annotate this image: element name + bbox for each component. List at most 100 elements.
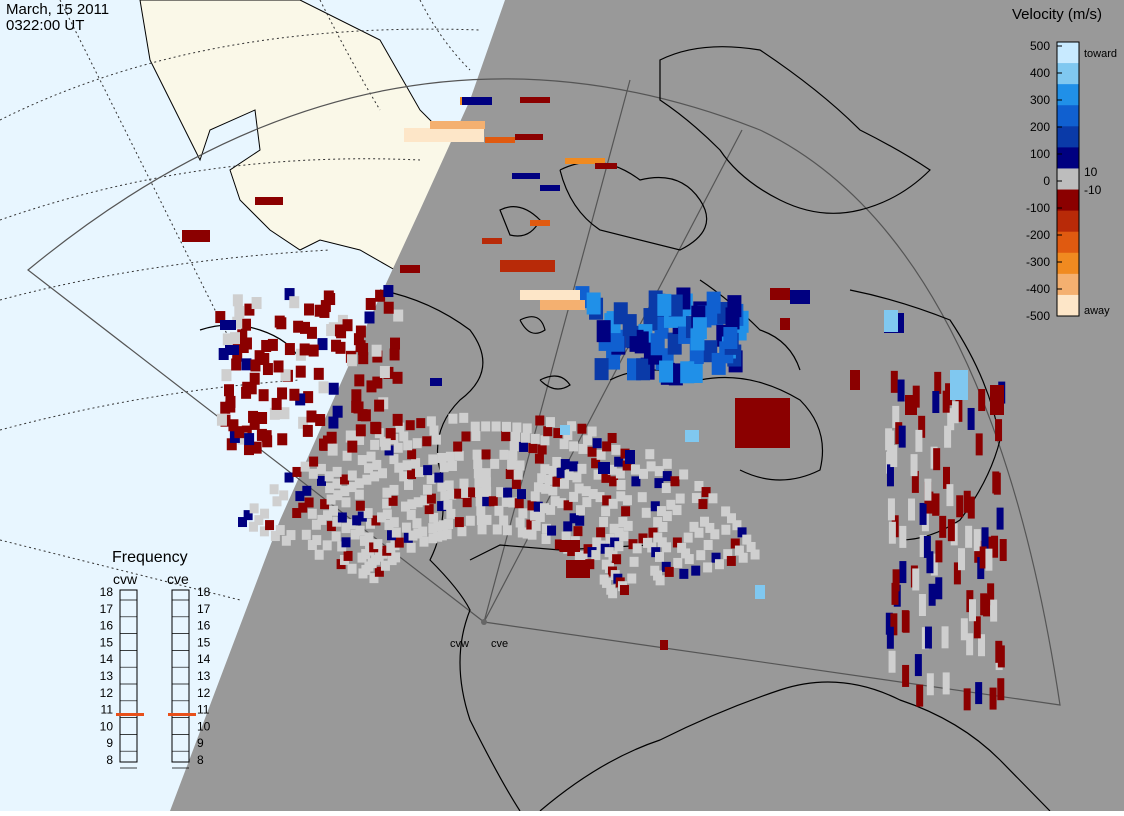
echo-cell bbox=[468, 487, 478, 498]
echo-cell bbox=[375, 289, 386, 302]
echo-cell bbox=[545, 417, 555, 428]
echo-cell bbox=[304, 303, 315, 316]
echo-cell bbox=[345, 430, 356, 443]
echo-cell bbox=[727, 295, 742, 318]
echo-cell bbox=[616, 479, 626, 490]
echo-cell bbox=[431, 434, 441, 445]
echo-cell bbox=[615, 468, 625, 479]
echo-cell bbox=[995, 419, 1003, 442]
echo-cell bbox=[347, 470, 357, 481]
echo-cell bbox=[228, 419, 239, 432]
echo-cell bbox=[530, 491, 540, 502]
freq-level-label: 16 bbox=[197, 619, 211, 633]
echo-cell bbox=[476, 505, 486, 516]
echo-cell bbox=[541, 483, 551, 494]
frequency-panel: cvw cve 18 18 17 17 16 16 15 15 14 14 13 13 12 12 11 11… bbox=[100, 571, 211, 769]
echo-cell bbox=[618, 517, 628, 528]
echo-cell bbox=[967, 496, 975, 519]
echo-cell bbox=[886, 451, 894, 474]
echo-cell bbox=[650, 501, 660, 512]
echo-cell bbox=[331, 531, 341, 542]
echo-cell bbox=[944, 425, 952, 448]
freq-level-label: 13 bbox=[100, 669, 114, 683]
echo-cell bbox=[985, 536, 993, 559]
echo-cell bbox=[323, 510, 333, 521]
echo-cell bbox=[317, 338, 328, 351]
echo-cell bbox=[978, 634, 986, 657]
echo-cell bbox=[261, 339, 272, 352]
freq-level-label: 8 bbox=[106, 753, 113, 767]
echo-cell bbox=[279, 490, 289, 501]
echo-cell bbox=[595, 492, 605, 503]
echo-cell bbox=[259, 352, 270, 365]
echo-cell bbox=[250, 359, 261, 372]
echo-cell bbox=[404, 128, 484, 142]
echo-cell bbox=[648, 527, 658, 538]
echo-cell bbox=[267, 338, 278, 351]
echo-cell bbox=[384, 519, 394, 530]
echo-cell bbox=[517, 527, 527, 538]
echo-cell bbox=[596, 527, 606, 538]
echo-cell bbox=[473, 458, 483, 469]
echo-cell bbox=[673, 557, 683, 568]
echo-cell bbox=[550, 496, 560, 507]
colorbar-segment bbox=[1057, 189, 1079, 212]
echo-cell bbox=[955, 399, 963, 422]
echo-cell bbox=[528, 443, 538, 454]
echo-cell bbox=[935, 540, 943, 563]
colorbar-title: Velocity (m/s) bbox=[1012, 6, 1103, 23]
freq-indicator-cvw bbox=[116, 713, 144, 716]
echo-cell bbox=[905, 395, 917, 415]
echo-cell bbox=[399, 431, 409, 442]
echo-cell bbox=[354, 478, 364, 489]
echo-cell bbox=[437, 501, 447, 512]
echo-cell bbox=[939, 515, 947, 538]
echo-cell bbox=[244, 303, 255, 316]
echo-cell bbox=[225, 395, 236, 408]
echo-cell bbox=[355, 525, 365, 536]
echo-cell bbox=[654, 551, 664, 562]
echo-cell bbox=[965, 525, 973, 548]
echo-cell bbox=[586, 292, 601, 315]
echo-cell bbox=[475, 487, 485, 498]
echo-cell bbox=[257, 412, 268, 425]
echo-cell bbox=[422, 436, 432, 447]
echo-cell bbox=[721, 506, 731, 517]
echo-cell bbox=[439, 462, 449, 473]
echo-cell bbox=[650, 333, 665, 356]
echo-cell bbox=[503, 487, 513, 498]
echo-cell bbox=[601, 506, 611, 517]
echo-cell bbox=[378, 468, 388, 479]
echo-cell bbox=[575, 515, 585, 526]
echo-cell bbox=[975, 433, 983, 456]
echo-cell bbox=[675, 493, 685, 504]
echo-cell bbox=[614, 527, 624, 538]
echo-cell bbox=[419, 536, 429, 547]
echo-cell bbox=[426, 474, 436, 485]
echo-cell bbox=[990, 599, 998, 622]
frequency-title: Frequency bbox=[112, 549, 188, 566]
echo-cell bbox=[616, 491, 626, 502]
echo-cell bbox=[462, 97, 492, 105]
echo-cell bbox=[932, 493, 940, 516]
echo-cell bbox=[307, 508, 317, 519]
echo-cell bbox=[567, 421, 577, 432]
echo-cell bbox=[622, 314, 637, 337]
echo-cell bbox=[394, 462, 404, 473]
echo-cell bbox=[224, 384, 235, 397]
echo-cell bbox=[434, 472, 444, 483]
echo-cell bbox=[515, 460, 525, 471]
echo-cell bbox=[366, 380, 377, 393]
echo-cell bbox=[327, 443, 338, 456]
echo-cell bbox=[481, 449, 491, 460]
echo-cell bbox=[901, 610, 909, 633]
echo-cell bbox=[355, 500, 365, 511]
echo-cell bbox=[721, 524, 731, 535]
echo-cell bbox=[912, 568, 920, 591]
echo-cell bbox=[445, 451, 455, 462]
freq-level-label: 9 bbox=[106, 736, 113, 750]
echo-cell bbox=[298, 502, 308, 513]
echo-cell bbox=[662, 511, 672, 522]
echo-cell bbox=[501, 431, 511, 442]
echo-cell bbox=[365, 297, 376, 310]
